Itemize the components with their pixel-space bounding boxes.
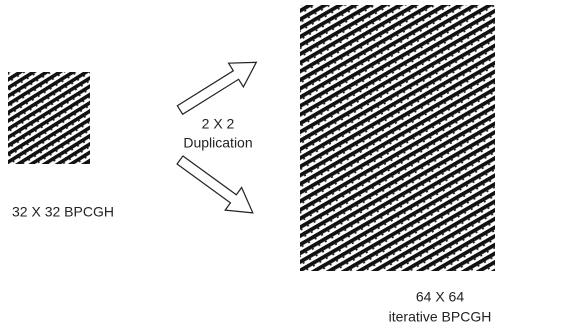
arrow-up: [173, 50, 264, 121]
page: {"left": {"label": "32 X 32 BPCGH"}, "mi…: [0, 0, 567, 331]
diagram: 32 X 32 BPCGH 2 X 2 Duplication 64 X 64 …: [0, 0, 567, 331]
large-pattern: [300, 5, 495, 271]
right-line2: iterative BPCGH: [389, 309, 492, 325]
small-pattern: [8, 72, 90, 164]
arrow-down: [172, 149, 261, 225]
right-line1: 64 X 64: [416, 289, 464, 305]
left-label: 32 X 32 BPCGH: [12, 204, 114, 220]
middle-line2: Duplication: [183, 135, 252, 151]
middle-line1: 2 X 2: [202, 116, 235, 132]
